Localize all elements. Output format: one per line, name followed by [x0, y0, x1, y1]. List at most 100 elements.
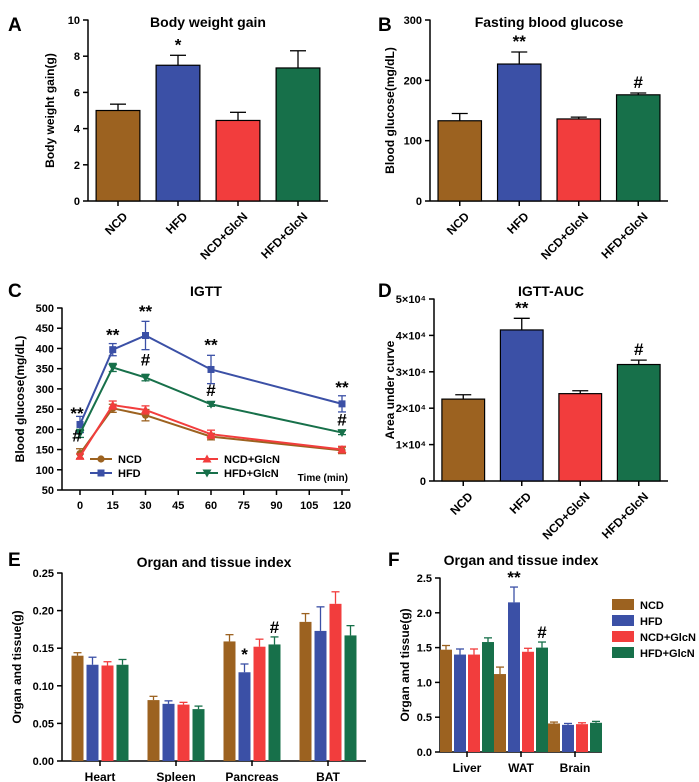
y-tick-label: 5×10⁴: [396, 294, 426, 306]
x-tick-label: 45: [172, 500, 184, 512]
bar-hfd-glcn: [482, 642, 494, 752]
error-bar: [103, 661, 112, 666]
x-tick-label: 105: [300, 500, 318, 512]
y-tick-label: 8: [74, 51, 80, 63]
significance-mark: **: [335, 378, 349, 397]
y-tick-label: 0.05: [33, 718, 54, 730]
error-bar: [331, 591, 340, 604]
y-tick-label: 300: [404, 15, 422, 27]
error-bar: [194, 705, 203, 710]
significance-mark: *: [175, 35, 182, 54]
series-ncd-glcn: [75, 400, 347, 460]
error-bar: [455, 394, 472, 400]
category-label: NCD: [102, 209, 131, 238]
legend-marker: [202, 469, 212, 478]
y-tick-label: 2.0: [417, 608, 432, 620]
category-label: Liver: [453, 761, 482, 775]
error-bar: [240, 663, 249, 673]
error-bar: [496, 666, 504, 675]
category-label: HFD: [507, 489, 535, 517]
category-label: NCD: [444, 209, 473, 238]
panel-letter: A: [8, 15, 22, 36]
bar-hfd-glcn: [615, 94, 661, 202]
y-tick-label: 6: [74, 87, 80, 99]
y-axis-label: Body weight gain(g): [43, 53, 57, 168]
data-point: [338, 400, 346, 408]
chart-title: IGTT: [190, 283, 222, 299]
y-tick-label: 500: [36, 303, 54, 315]
error-bar: [179, 701, 188, 705]
y-axis-label: Blood glucose(mg/dL): [13, 336, 27, 463]
significance-mark: #: [206, 381, 216, 400]
y-tick-label: 0.20: [33, 606, 54, 618]
chart-E: E Organ and tissue index 0.00 0.05 0.10 0.15 0…: [8, 550, 366, 782]
error-bar: [110, 103, 126, 111]
y-tick-label: 2×10⁴: [396, 403, 426, 415]
data-point: [141, 405, 150, 414]
y-tick-label: 4×10⁴: [396, 330, 426, 342]
error-bar: [510, 586, 518, 603]
y-tick-label: 150: [36, 445, 54, 457]
significance-mark: **: [139, 302, 153, 321]
error-bar: [511, 51, 528, 65]
legend-label: NCD: [118, 454, 142, 466]
y-tick-label: 400: [36, 343, 54, 355]
error-bar: [451, 112, 468, 121]
legend-swatch: [612, 615, 634, 626]
data-point: [109, 346, 117, 354]
error-bar: [88, 656, 97, 665]
legend-label: HFD: [640, 616, 663, 628]
error-bar: [630, 92, 647, 95]
significance-mark: #: [270, 618, 280, 637]
y-tick-label: 250: [36, 404, 54, 416]
legend-label: NCD: [640, 600, 664, 612]
significance-mark: **: [204, 335, 218, 354]
significance-mark: **: [513, 32, 527, 51]
category-label: NCD+GlcN: [540, 489, 593, 542]
error-bar: [346, 624, 355, 636]
significance-mark: #: [72, 426, 82, 445]
category-label: Brain: [560, 761, 591, 775]
error-bar: [484, 637, 492, 643]
error-bar: [442, 644, 450, 650]
y-tick-label: 50: [42, 485, 54, 497]
bar-ncd: [71, 655, 84, 761]
bar-hfd-glcn: [344, 635, 357, 761]
error-bar: [270, 636, 279, 645]
bar-ncd: [95, 109, 141, 202]
legend-marker: [97, 469, 105, 477]
y-tick-label: 200: [404, 75, 422, 87]
chart-D: D IGTT-AUC 0 1×10⁴ 2×10⁴ 3×10⁴ 4×10⁴ 5×10⁴ Area …: [378, 281, 668, 542]
category-label: NCD+GlcN: [197, 209, 250, 262]
error-bar: [538, 641, 546, 648]
category-label: WAT: [508, 761, 534, 775]
bar-ncd: [440, 649, 452, 752]
panel-letter: E: [8, 550, 21, 571]
y-tick-label: 350: [36, 364, 54, 376]
legend-marker: [202, 454, 212, 463]
data-point: [206, 400, 216, 409]
x-tick-label: 60: [205, 500, 217, 512]
data-point: [206, 429, 216, 438]
y-tick-label: 0.15: [33, 643, 54, 655]
bar-hfd: [86, 664, 99, 761]
chart-title: IGTT-AUC: [518, 283, 584, 299]
bar-ncd: [299, 621, 312, 761]
significance-mark: **: [106, 325, 120, 344]
y-tick-label: 0: [420, 476, 426, 488]
y-tick-label: 100: [404, 136, 422, 148]
bar-ncd-glcn: [556, 118, 602, 202]
data-point: [108, 363, 118, 372]
bar-hfd: [314, 630, 327, 761]
bar-ncd-glcn: [522, 651, 534, 752]
data-point: [337, 429, 347, 438]
legend-label: NCD+GlcN: [640, 632, 696, 644]
bar-hfd: [496, 63, 542, 202]
bar-ncd-glcn: [215, 119, 261, 202]
error-bar: [630, 359, 647, 365]
bar-hfd: [562, 724, 574, 752]
panel-letter: B: [378, 15, 392, 36]
data-point: [141, 374, 150, 383]
legend-swatch: [612, 647, 634, 658]
